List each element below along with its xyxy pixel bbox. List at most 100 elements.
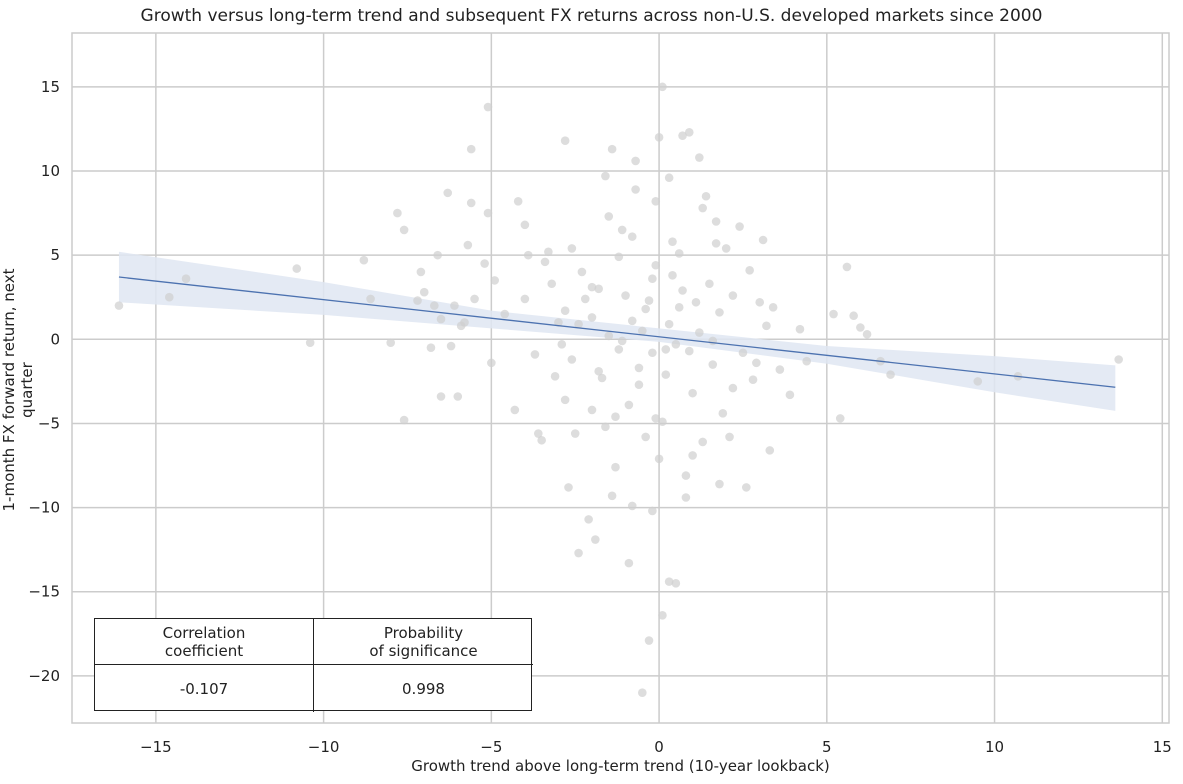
x-tick-label: 10 [985,738,1004,756]
data-point [684,346,694,356]
y-tick-labels: 15 10 5 0 −5 −10 −15 −20 [28,78,60,685]
data-point [678,286,687,295]
data-point [698,437,707,447]
data-point [681,471,691,480]
data-point [540,257,550,267]
data-point [560,306,570,315]
data-point [466,198,476,208]
data-point [520,294,530,304]
data-point [443,188,453,198]
data-point [762,321,771,331]
data-point [614,252,624,262]
data-point [802,356,811,366]
data-point [292,264,302,273]
data-point [664,577,674,586]
data-point [530,350,540,359]
data-point [715,479,724,489]
chart-title: Growth versus long-term trend and subseq… [140,6,1043,26]
data-point [705,279,714,289]
correlation-value: -0.107 [95,665,314,712]
probability-header: Probability of significance [314,619,533,665]
data-point [483,102,493,112]
data-point [366,294,375,304]
data-point [617,225,627,235]
data-point [433,250,442,260]
data-point [611,412,620,422]
data-point [114,301,124,310]
data-point [416,267,426,277]
data-point [664,173,674,183]
data-point [671,579,681,588]
data-point [426,343,436,353]
data-point [614,345,624,354]
data-point [711,239,721,248]
data-point [715,308,724,317]
data-point [587,405,597,415]
data-point [393,208,402,218]
data-point [1114,355,1123,364]
data-point [607,144,617,154]
data-point [510,405,520,415]
data-point [430,301,439,310]
data-point [611,462,620,472]
data-point [658,82,667,92]
data-point [829,309,838,319]
data-point [466,144,476,154]
data-point [534,429,543,438]
data-point [695,153,704,162]
data-point [688,451,697,460]
data-point [661,370,671,379]
data-point [765,446,775,455]
data-point [547,279,557,289]
y-tick-label: 0 [50,330,60,348]
y-tick-label: 5 [50,246,60,264]
data-point [886,370,895,379]
y-axis-label: 1-month FX forward return, next quarter [0,268,36,512]
data-point [500,309,510,319]
data-point [835,414,845,423]
data-point [164,292,174,302]
data-point [721,244,731,253]
data-point [453,392,463,401]
y-tick-label: −5 [38,414,60,432]
data-point [668,237,677,246]
data-point [607,491,617,501]
data-point [513,196,523,206]
data-point [745,265,754,275]
data-point [728,383,738,393]
data-point [644,636,654,645]
data-point [785,390,795,400]
y-tick-label: −20 [28,667,60,685]
data-point [584,515,593,524]
probability-value: 0.998 [402,679,445,698]
data-point [624,400,634,410]
data-point [634,363,644,373]
data-point [436,314,446,324]
data-point [674,249,684,258]
data-point [587,282,597,292]
x-tick-label: 15 [1153,738,1172,756]
y-tick-label: −15 [28,583,60,601]
data-point [399,225,409,235]
data-point [755,297,765,307]
data-point [601,171,610,181]
data-point [752,358,761,368]
data-point [604,331,614,341]
data-point [359,255,369,265]
data-points [114,82,1123,698]
data-point [768,303,778,312]
data-point [587,313,597,322]
data-point [638,326,647,336]
data-point [594,366,603,376]
data-point [654,133,664,142]
data-point [483,208,493,218]
data-point [550,372,560,381]
data-point [856,323,865,332]
regression-line [118,276,1116,388]
data-point [594,284,603,294]
data-point [849,311,858,321]
data-point [651,414,661,423]
data-point [668,271,677,280]
data-point [651,260,661,270]
data-point [711,217,721,226]
